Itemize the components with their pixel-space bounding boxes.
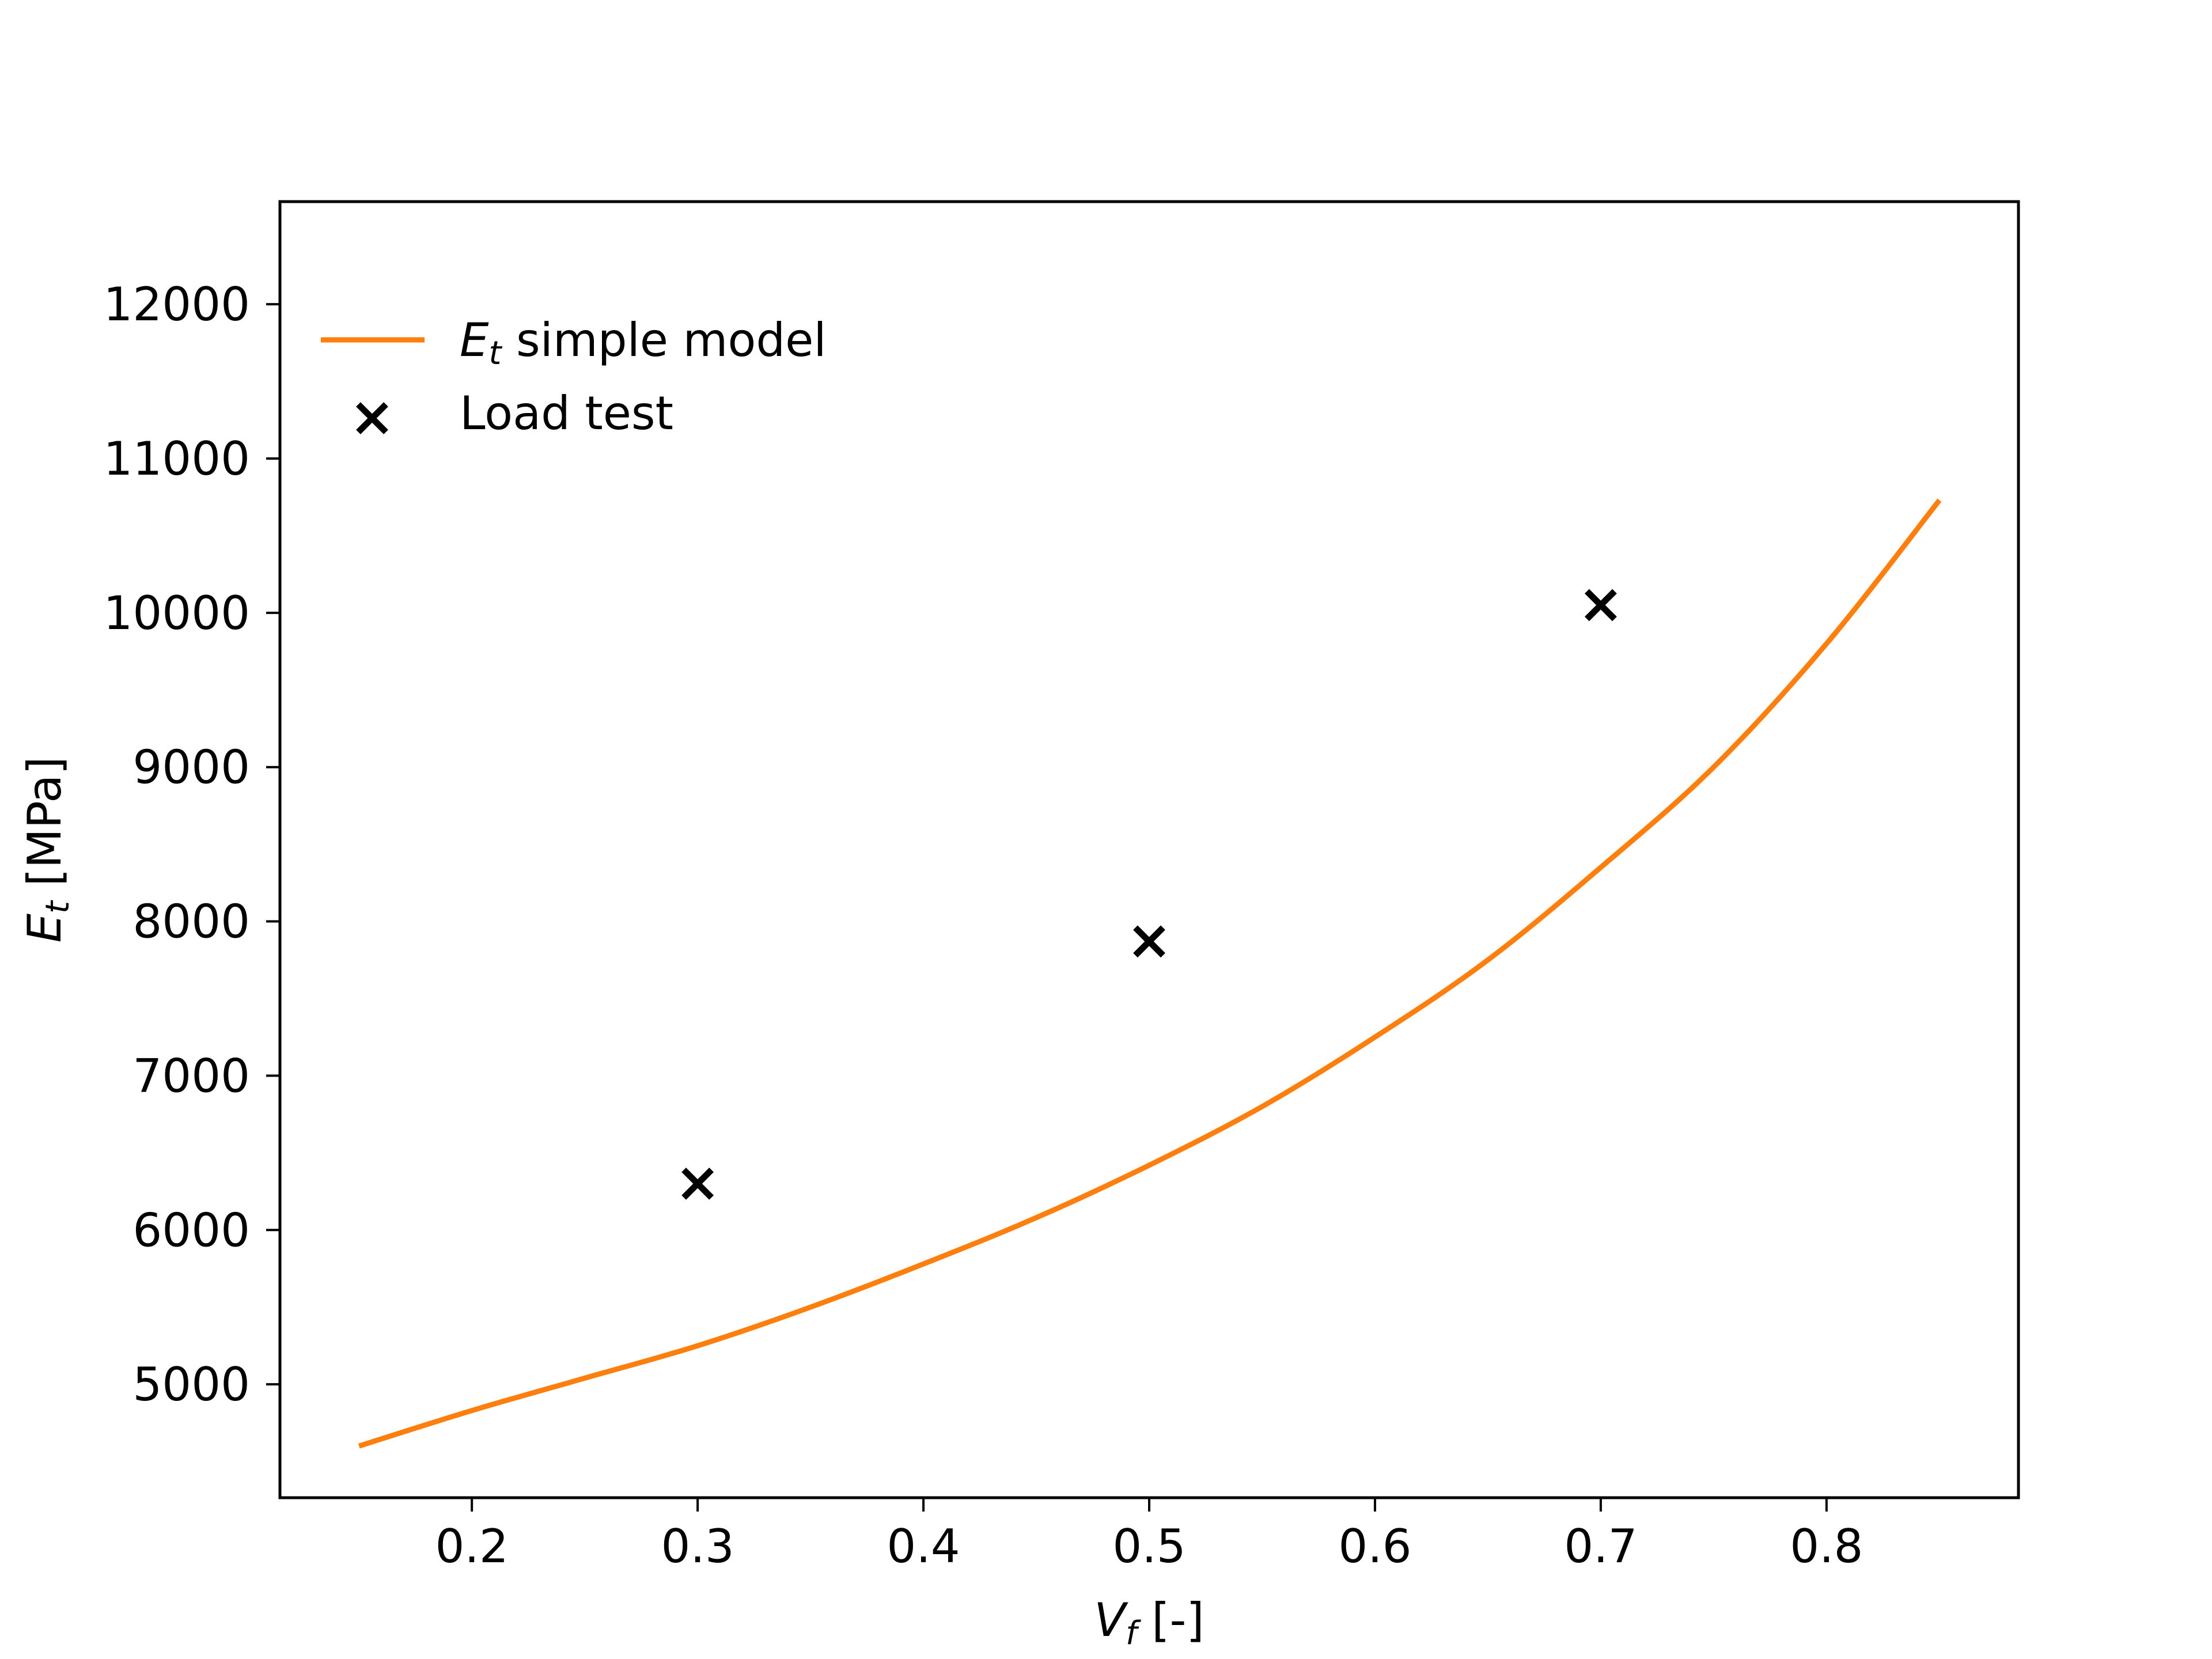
- x-tick-label: 0.4: [887, 1520, 960, 1573]
- x-tick-label: 0.3: [661, 1520, 734, 1573]
- legend: Et simple model Load test: [321, 313, 827, 440]
- plot-area: [358, 498, 1942, 1449]
- y-axis: 5000 6000 7000 8000 9000 10000 11000 12000: [104, 278, 280, 1411]
- legend-x-marker: [356, 402, 388, 434]
- x-axis: 0.2 0.3 0.4 0.5 0.6 0.7 0.8: [435, 1498, 1863, 1573]
- y-tick-label: 10000: [104, 586, 251, 640]
- y-axis-label: Et [MPa]: [18, 756, 77, 942]
- x-tick-label: 0.7: [1564, 1520, 1637, 1573]
- y-tick-label: 11000: [104, 432, 251, 486]
- load-test-point: [1585, 589, 1617, 622]
- load-test-point: [681, 1168, 714, 1200]
- y-tick-label: 5000: [132, 1358, 250, 1411]
- x-tick-label: 0.5: [1112, 1520, 1185, 1573]
- x-tick-label: 0.8: [1790, 1520, 1863, 1573]
- x-tick-label: 0.2: [435, 1520, 509, 1573]
- x-axis-label: Vf [-]: [1094, 1593, 1204, 1652]
- x-tick-label: 0.6: [1338, 1520, 1411, 1573]
- y-tick-label: 12000: [104, 278, 251, 331]
- legend-label-model: Et simple model: [460, 313, 827, 372]
- y-tick-label: 8000: [132, 895, 250, 949]
- model-curve: [358, 498, 1942, 1449]
- y-tick-label: 9000: [132, 741, 250, 794]
- y-tick-label: 7000: [132, 1049, 250, 1103]
- load-test-point: [1133, 925, 1165, 958]
- y-tick-label: 6000: [132, 1203, 250, 1257]
- legend-label-load-test: Load test: [460, 387, 673, 440]
